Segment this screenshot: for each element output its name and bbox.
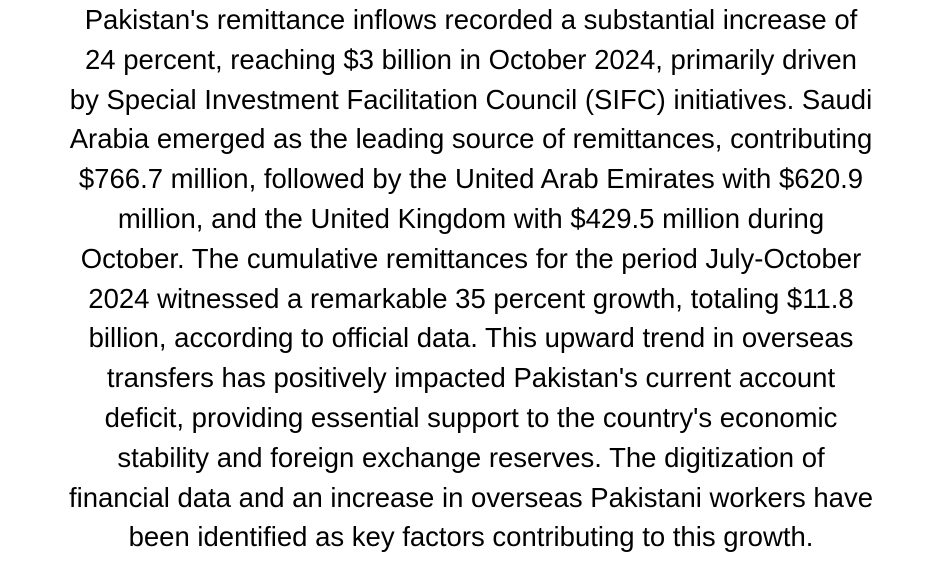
text-line-8: 2024 witnessed a remarkable 35 percent g… (88, 282, 854, 314)
article-paragraph: Pakistan's remittance inflows recorded a… (8, 0, 934, 557)
text-line-2: 24 percent, reaching $3 billion in Octob… (85, 43, 857, 75)
text-line-3: by Special Investment Facilitation Counc… (69, 83, 873, 115)
text-line-5: $766.7 million, followed by the United A… (78, 163, 864, 195)
text-line-14: been identified as key factors contribut… (128, 521, 814, 553)
text-line-13: financial data and an increase in overse… (68, 481, 874, 513)
text-line-12: stability and foreign exchange reserves.… (117, 441, 825, 473)
text-line-7: October. The cumulative remittances for … (80, 242, 862, 274)
text-line-10: transfers has positively impacted Pakist… (106, 362, 836, 394)
text-line-9: billion, according to official data. Thi… (88, 322, 854, 354)
text-line-11: deficit, providing essential support to … (104, 401, 838, 433)
text-line-1: Pakistan's remittance inflows recorded a… (84, 4, 858, 35)
text-line-4: Arabia emerged as the leading source of … (69, 123, 873, 155)
text-line-6: million, and the United Kingdom with $42… (117, 202, 825, 234)
